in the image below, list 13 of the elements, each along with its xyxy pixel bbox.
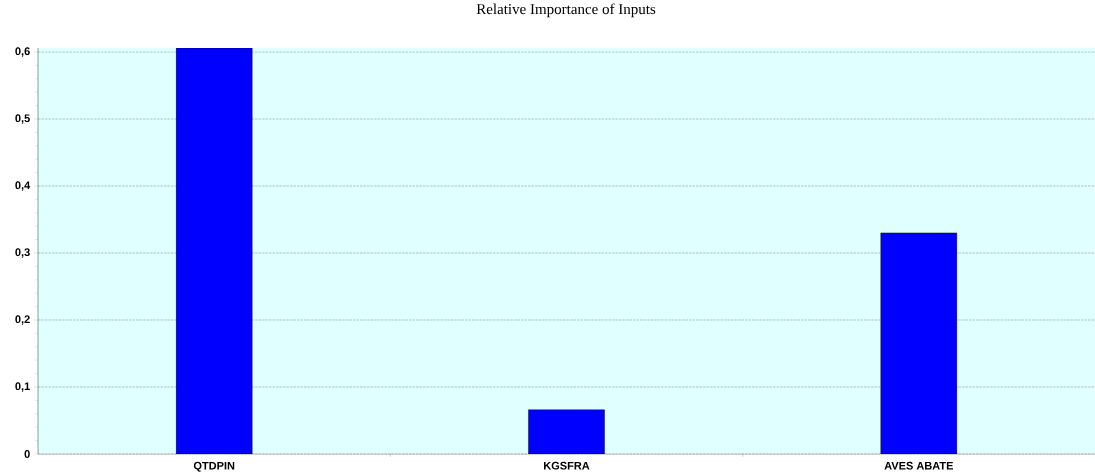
y-tick-label: 0,1 (15, 382, 30, 392)
y-tick-label: 0,6 (15, 47, 30, 57)
bar (880, 232, 958, 454)
chart-title: Relative Importance of Inputs (476, 3, 656, 18)
y-tick-label: 0,5 (15, 114, 30, 124)
x-tick-label: KGSFRA (544, 461, 590, 470)
x-tick-label: QTDPIN (193, 461, 235, 472)
y-tick-label: 0,3 (15, 248, 30, 258)
y-tick-label: 0 (24, 450, 30, 458)
x-tick-label: AVES ABATE (884, 461, 954, 470)
y-tick-label: 0,4 (15, 181, 31, 191)
bar (528, 409, 605, 454)
y-tick-label: 0,2 (15, 315, 30, 325)
